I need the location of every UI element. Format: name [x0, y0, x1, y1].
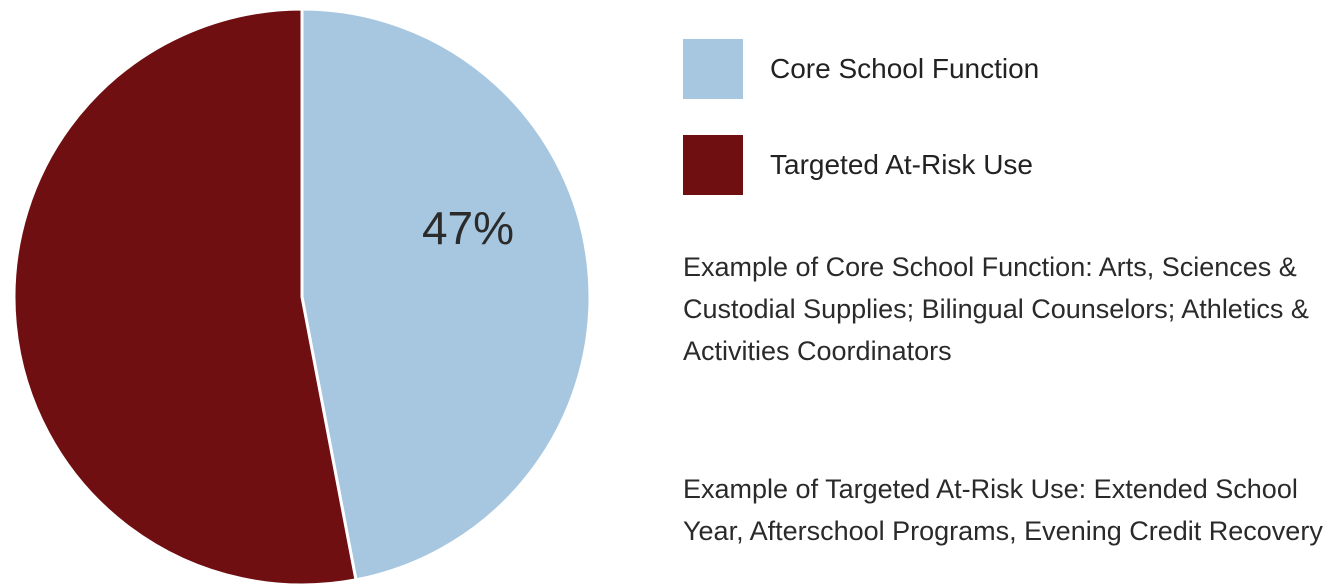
- legend-item-targeted-at-risk-use: Targeted At-Risk Use: [683, 134, 1323, 196]
- core-function-example-note: Example of Core School Function: Arts, S…: [683, 252, 1309, 366]
- legend-label-core-school-function: Core School Function: [770, 53, 1040, 84]
- slice-label-core-school-function: 47%: [422, 202, 514, 254]
- legend-swatch-core-school-function: [683, 39, 743, 99]
- pie-slice-targeted-at-risk-use: [12, 7, 358, 586]
- pie-slices: [12, 7, 592, 586]
- legend-label-targeted-at-risk-use: Targeted At-Risk Use: [770, 149, 1033, 180]
- legend-item-core-school-function: Core School Function: [683, 38, 1323, 100]
- legend-swatch-targeted-at-risk-use: [683, 135, 743, 195]
- at-risk-example-note: Example of Targeted At-Risk Use: Extende…: [683, 474, 1323, 546]
- pie-chart: 47%: [12, 7, 592, 586]
- pie-slice-core-school-function: [300, 7, 592, 582]
- legend: Core School Function Targeted At-Risk Us…: [683, 38, 1323, 230]
